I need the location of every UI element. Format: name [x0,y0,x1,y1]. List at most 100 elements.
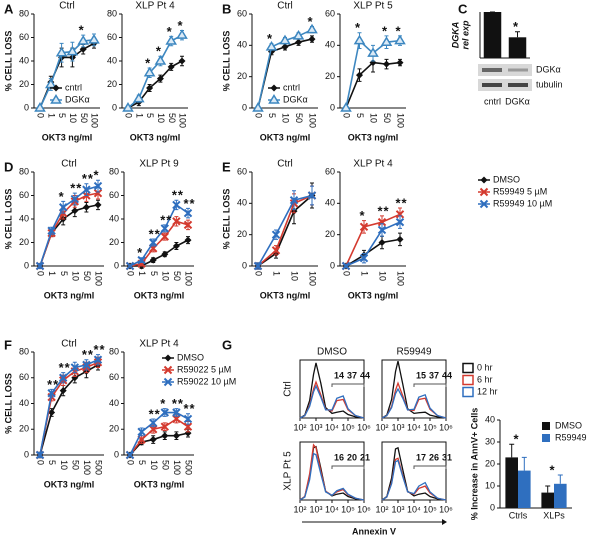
gate-percent: 44 [442,370,452,380]
point [132,92,145,103]
x-tick-label: 1 [272,271,282,276]
panel-letter: G [222,337,232,352]
x-tick-label: 10² [375,504,388,514]
y-tick-label: 0 [112,102,117,112]
blot-band [508,68,528,72]
point [183,414,193,424]
x-tick-label: 10⁶ [439,504,453,514]
x-tick-label: Ctrls [509,510,528,520]
point [47,388,56,398]
y-tick-label: 60 [109,372,119,382]
point [178,57,186,65]
point [394,34,406,45]
y-tick-label: 20 [485,458,495,468]
point [176,29,188,39]
x-tick-label: 10⁵ [423,422,437,432]
blot-lane-bg [478,79,532,91]
point [396,235,404,243]
legend-label: R59022 10 µM [177,376,236,386]
x-tick-label: 50 [294,113,304,123]
y-axis-label: % CELL LOSS [3,373,13,434]
y-tick-label: 40 [485,414,495,424]
y-tick-label: 80 [19,346,29,356]
gate-percent: 21 [360,452,370,462]
series-line [345,213,401,267]
error-bar [515,31,520,38]
significance-star: * [160,212,166,227]
legend-marker [52,84,60,92]
y-tick-label: 0 [490,502,495,512]
gate-percent: 31 [442,452,452,462]
legend-swatch [462,374,474,386]
significance-star: * [513,432,519,447]
point [93,181,103,191]
gate [413,383,447,387]
y-axis-label: % CELL LOSS [3,189,13,250]
x-tick-label: 100 [396,113,406,128]
legend-label: DMSO [177,352,204,362]
y-tick-label: 20 [109,424,119,434]
blot-label: DGKα [536,64,561,74]
significance-star: * [355,20,361,35]
y-tick-label: 20 [19,424,29,434]
x-tick-label: 10⁴ [325,504,339,514]
legend-label: DMSO [493,174,520,184]
significance-star: * [99,342,105,357]
significance-star: * [377,203,383,218]
x-tick-label: 10 [290,271,300,281]
legend-marker [163,365,173,375]
point [172,408,181,417]
significance-star: * [395,195,401,210]
point [35,450,45,460]
x-tick-label: 10 [369,113,379,123]
legend-swatch [462,386,474,398]
point [356,71,363,79]
x-tick-label: 10⁴ [325,422,339,432]
x-axis-label: OKT3 ng/ml [44,290,95,300]
significance-star: * [172,188,178,203]
y-tick-label: 60 [325,166,335,176]
point [383,60,390,68]
significance-star: * [149,226,155,241]
y-tick-label: 40 [19,398,29,408]
x-axis-label: OKT3 ng/ml [134,290,185,300]
x-tick-label: 50 [79,113,89,123]
point [380,36,393,46]
point [279,34,291,45]
histogram-curve [299,452,365,501]
x-tick-label: 10³ [309,504,322,514]
x-tick-label: 10 [68,113,78,123]
point [265,40,278,51]
legend-label: 6 hr [477,374,493,384]
significance-star: * [189,401,195,416]
bar [518,470,531,508]
legend-marker [50,94,62,104]
significance-star: * [145,55,151,70]
chart: Ctrl % CELL LOSS OKT3 ng/ml 0 20 40 60 0 1 10 100 [221,159,318,300]
panel-letter: B [222,1,231,16]
point [47,226,56,235]
legend-marker [268,94,280,104]
significance-star: * [79,23,85,38]
point [253,261,263,271]
point [35,261,45,271]
x-tick-label: 10⁴ [407,422,421,432]
y-tick-label: 80 [107,8,117,18]
legend-label: R59022 5 µM [177,364,231,374]
x-axis-label: OKT3 ng/ml [44,479,95,489]
x-tick-label: 50 [70,460,80,470]
point [359,222,369,232]
chart-title: Ctrl [61,159,77,170]
x-tick-label: 10³ [309,422,322,432]
point [70,363,80,372]
point [148,238,158,247]
bar [508,37,527,58]
legend-label: DMSO [555,420,582,430]
blot-band [482,68,502,72]
legend-label: R59949 5 µM [493,186,547,196]
significance-star: * [88,171,94,186]
